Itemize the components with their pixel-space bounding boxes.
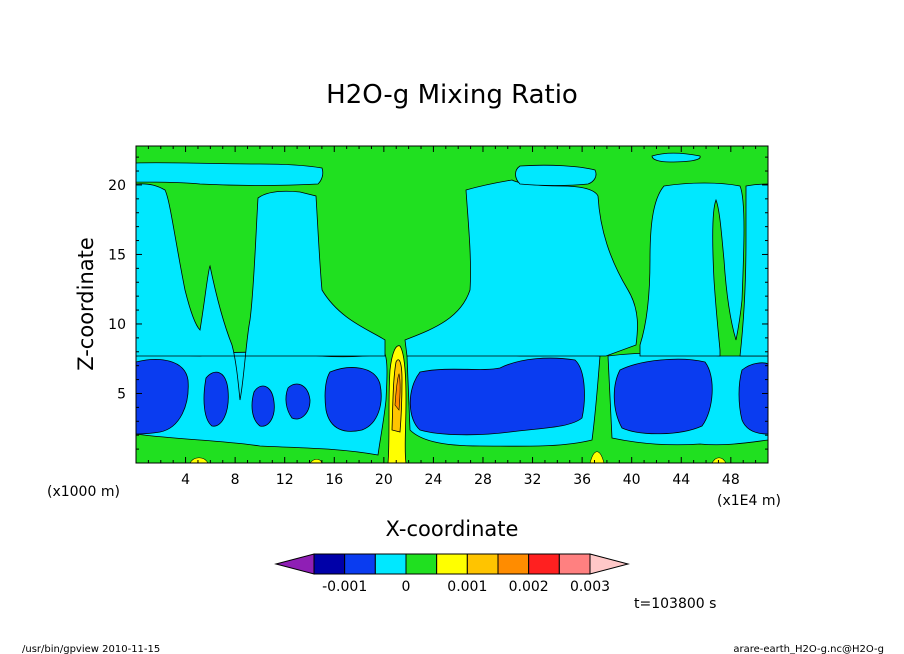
x-tick-label: 16 <box>325 472 343 488</box>
y-tick-label: 10 <box>108 317 126 333</box>
colorbar-cell <box>313 553 346 575</box>
contour-region-cyan-right-plume <box>639 182 745 357</box>
x-tick-label: 40 <box>623 472 641 488</box>
x-tick-label: 48 <box>722 472 740 488</box>
y-axis: 5 10 15 20 <box>108 156 768 450</box>
colorbar-tick-label: 0 <box>402 579 411 595</box>
colorbar-cell <box>344 553 376 575</box>
x-axis: 4 8 12 16 20 24 28 32 36 40 44 48 <box>147 146 769 488</box>
colorbar-cell <box>405 553 438 575</box>
contour-region-blue-core-2 <box>203 371 229 427</box>
contour-region-cyan-top-mid <box>515 164 597 186</box>
time-label: t=103800 s <box>634 596 716 612</box>
x-tick-label: 12 <box>276 472 294 488</box>
contour-region-blue-core-1 <box>135 359 189 435</box>
x-tick-label: 32 <box>524 472 542 488</box>
colorbar-cell <box>528 553 560 575</box>
x-tick-label: 4 <box>181 472 190 488</box>
y-tick-label: 20 <box>108 178 126 194</box>
colorbar <box>274 553 630 575</box>
colorbar-tick-label: -0.001 <box>322 579 367 595</box>
x-tick-label: 20 <box>375 472 393 488</box>
y-axis-unit: (x1000 m) <box>47 484 120 500</box>
colorbar-ticks: -0.001 0 0.001 0.002 0.003 <box>322 579 610 595</box>
contour-region-blue-core-5 <box>324 367 382 432</box>
y-tick-label: 5 <box>117 386 126 402</box>
contour-region-blue-core-7 <box>613 358 713 435</box>
x-axis-title: X-coordinate <box>386 517 519 541</box>
contour-region-blue-core-6 <box>409 357 585 436</box>
colorbar-cell <box>436 553 468 575</box>
plot-frame <box>135 145 769 464</box>
colorbar-tick-label: 0.001 <box>447 579 487 595</box>
plot-area <box>135 145 769 464</box>
colorbar-cell <box>558 553 591 575</box>
contour-region-cyan-top-left <box>135 162 324 186</box>
x-tick-label: 8 <box>231 472 240 488</box>
colorbar-cell <box>466 553 499 575</box>
contour-region-cyan-top-right <box>651 152 701 163</box>
colorbar-over-triangle <box>589 553 630 575</box>
colorbar-tick-label: 0.003 <box>570 579 610 595</box>
colorbar-cell <box>374 553 407 575</box>
contour-region-cyan-right-edge <box>739 183 769 357</box>
colorbar-cell <box>497 553 530 575</box>
colorbar-tick-label: 0.002 <box>509 579 549 595</box>
x-tick-label: 36 <box>573 472 591 488</box>
contour-region-blue-core-3 <box>251 385 275 427</box>
contour-region-blue-core-4 <box>285 383 311 420</box>
colorbar-under-triangle <box>274 553 315 575</box>
footer-left: /usr/bin/gpview 2010-11-15 <box>22 644 160 654</box>
y-axis-title: Z-coordinate <box>74 237 98 371</box>
y-tick-label: 15 <box>108 247 126 263</box>
x-tick-label: 28 <box>474 472 492 488</box>
x-tick-label: 24 <box>424 472 442 488</box>
x-axis-unit: (x1E4 m) <box>717 493 781 509</box>
contour-region-cyan-left-plume <box>135 183 386 401</box>
contour-region-darkorange-core <box>394 373 401 411</box>
x-tick-label: 44 <box>672 472 690 488</box>
footer-right: arare-earth_H2O-g.nc@H2O-g <box>733 644 884 654</box>
contour-region-blue-core-8 <box>738 362 769 435</box>
chart-title: H2O-g Mixing Ratio <box>326 80 578 110</box>
